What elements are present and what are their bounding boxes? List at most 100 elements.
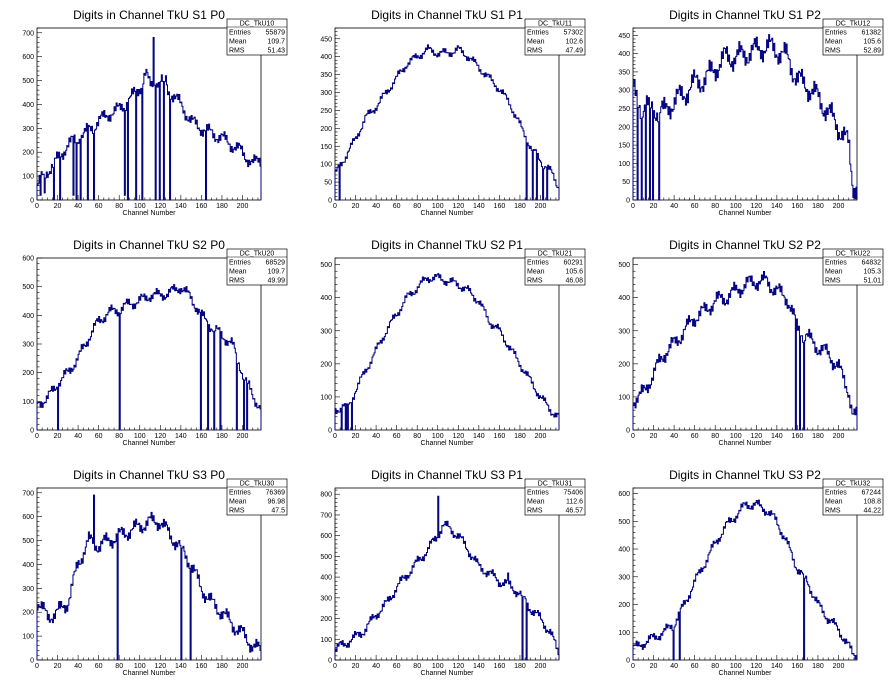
x-tick-label: 0 (35, 433, 39, 440)
stats-box: DC_TkU32 Entries 67244 Mean 108.8 RMS 44.22 (822, 478, 884, 516)
x-axis-label: Channel Number (123, 210, 177, 217)
y-tick-label: 300 (618, 574, 630, 581)
histogram-line (36, 37, 262, 201)
x-axis-label: Channel Number (719, 670, 773, 677)
y-tick-label: 500 (618, 262, 630, 269)
panel-title: Digits in Channel TkU S2 P1 (371, 238, 523, 252)
x-tick-label: 120 (750, 433, 762, 440)
stats-label: Entries (229, 490, 251, 497)
x-axis-label: Channel Number (719, 210, 773, 217)
histogram-panel: Digits in Channel TkU S1 P0 0 20 40 60 80 100 1… (0, 0, 298, 230)
x-tick-label: 160 (196, 203, 208, 210)
stats-value: 105.3 (863, 269, 881, 276)
stats-label: Entries (825, 260, 847, 267)
stats-value: 44.22 (863, 508, 881, 515)
x-tick-label: 100 (432, 663, 444, 670)
x-tick-label: 140 (771, 203, 783, 210)
y-tick-label: 300 (320, 90, 332, 97)
x-tick-label: 20 (650, 203, 658, 210)
y-tick-label: 200 (22, 610, 34, 617)
x-tick-label: 180 (216, 663, 228, 670)
stats-name: DC_TkU30 (240, 481, 275, 488)
stats-box-frame (524, 478, 586, 516)
histogram-panel: Digits in Channel TkU S3 P0 0 20 40 60 80 100 1… (0, 460, 298, 690)
stats-name: DC_TkU20 (240, 251, 275, 258)
x-tick-label: 60 (393, 663, 401, 670)
histogram-svg: Digits in Channel TkU S1 P0 0 20 40 60 80 100 1… (22, 8, 288, 217)
y-tick-label: 100 (320, 394, 332, 401)
x-tick-label: 40 (670, 433, 678, 440)
y-tick-label: 400 (320, 295, 332, 302)
x-tick-label: 200 (833, 663, 845, 670)
x-tick-label: 40 (74, 203, 82, 210)
stats-value: 105.6 (565, 269, 583, 276)
y-tick-label: 100 (22, 174, 34, 181)
x-tick-label: 100 (134, 203, 146, 210)
x-tick-label: 180 (812, 663, 824, 670)
stats-label: Entries (229, 260, 251, 267)
x-tick-label: 0 (333, 663, 337, 670)
y-tick-label: 200 (22, 150, 34, 157)
stats-label: Mean (527, 499, 545, 506)
x-axis-label: Channel Number (123, 440, 177, 447)
y-tick-label: 150 (618, 143, 630, 150)
y-tick-label: 500 (22, 284, 34, 291)
y-tick-label: 50 (622, 179, 630, 186)
x-tick-label: 140 (473, 663, 485, 670)
y-tick-label: 200 (618, 124, 630, 131)
stats-value: 105.6 (863, 39, 881, 46)
x-tick-label: 40 (372, 203, 380, 210)
stats-value: 68529 (266, 260, 286, 267)
histogram-svg: Digits in Channel TkU S1 P2 0 20 40 60 80 100 1… (618, 8, 884, 217)
x-tick-label: 140 (771, 433, 783, 440)
histogram-panel: Digits in Channel TkU S2 P0 0 20 40 60 80 100 1… (0, 230, 298, 460)
panel-title: Digits in Channel TkU S1 P0 (73, 8, 225, 22)
x-tick-label: 200 (833, 203, 845, 210)
x-tick-label: 40 (372, 663, 380, 670)
stats-value: 109.7 (267, 269, 285, 276)
x-tick-label: 100 (134, 663, 146, 670)
stats-value: 76369 (266, 490, 286, 497)
histogram-line (36, 284, 262, 431)
x-tick-label: 80 (115, 203, 123, 210)
stats-name: DC_TkU21 (538, 251, 573, 258)
stats-box-frame (822, 18, 884, 56)
histogram-svg: Digits in Channel TkU S3 P1 0 20 40 60 80 100 1… (320, 468, 586, 677)
x-tick-label: 20 (352, 663, 360, 670)
stats-label: Mean (229, 499, 247, 506)
x-tick-label: 200 (535, 663, 547, 670)
x-tick-label: 140 (175, 663, 187, 670)
stats-value: 47.5 (271, 508, 285, 515)
histogram-svg: Digits in Channel TkU S3 P2 0 20 40 60 80 100 1… (618, 468, 884, 677)
stats-value: 52.89 (863, 48, 881, 55)
x-tick-label: 40 (670, 203, 678, 210)
stats-value: 109.7 (267, 39, 285, 46)
x-tick-label: 200 (833, 433, 845, 440)
histogram-line (632, 499, 858, 661)
x-tick-label: 100 (432, 433, 444, 440)
histogram-line (36, 494, 262, 661)
y-tick-label: 200 (320, 616, 332, 623)
y-tick-label: 0 (30, 658, 34, 665)
stats-value: 46.57 (565, 508, 583, 515)
stats-value: 49.99 (267, 278, 285, 285)
x-tick-label: 60 (95, 663, 103, 670)
x-tick-label: 180 (812, 203, 824, 210)
x-tick-label: 80 (115, 663, 123, 670)
histogram-panel: Digits in Channel TkU S2 P1 0 20 40 60 80 100 1… (298, 230, 596, 460)
stats-box: DC_TkU11 Entries 57302 Mean 102.6 RMS 47.49 (524, 18, 586, 56)
plot-frame (632, 487, 858, 661)
x-tick-label: 120 (452, 433, 464, 440)
x-tick-label: 0 (631, 663, 635, 670)
x-tick-label: 140 (473, 203, 485, 210)
x-tick-label: 60 (393, 203, 401, 210)
stats-label: Mean (825, 499, 843, 506)
x-tick-label: 20 (650, 433, 658, 440)
x-tick-label: 20 (54, 203, 62, 210)
x-tick-label: 20 (54, 433, 62, 440)
x-tick-label: 100 (432, 203, 444, 210)
stats-box-frame (524, 248, 586, 286)
stats-box-frame (226, 18, 288, 56)
stats-value: 108.8 (863, 499, 881, 506)
panel-title: Digits in Channel TkU S3 P0 (73, 468, 225, 482)
